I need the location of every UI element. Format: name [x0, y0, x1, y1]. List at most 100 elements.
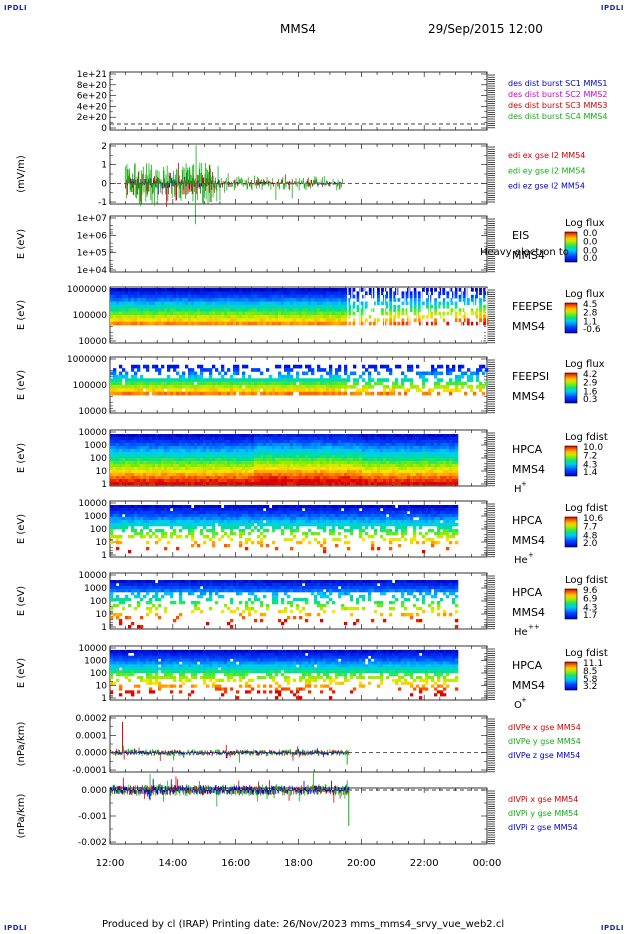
p6-cell — [137, 464, 141, 468]
p5-cell — [230, 385, 234, 389]
p4-cell — [203, 294, 207, 299]
p4-cell — [119, 294, 123, 299]
p4-cell — [137, 315, 141, 319]
p6-cell — [173, 446, 177, 450]
p4-cell — [272, 304, 276, 309]
p4-cell — [191, 298, 195, 302]
p4-cell — [128, 308, 132, 312]
p6-cell — [167, 458, 171, 462]
p6-cell — [374, 470, 378, 474]
p4-cell — [326, 288, 330, 292]
p6-cell — [377, 458, 381, 462]
p4-cell — [278, 308, 282, 312]
p5-cell — [215, 381, 219, 386]
p6-cell — [182, 464, 186, 468]
p4-cell — [284, 318, 288, 323]
p4-cell — [203, 288, 207, 292]
p4-cell — [260, 288, 264, 292]
p6-ytick-label: 100 — [90, 454, 107, 464]
p6-cell — [155, 458, 159, 462]
p6-cell — [383, 434, 387, 438]
p5-cell — [287, 368, 291, 372]
p6-cell — [176, 458, 180, 462]
p6-cell — [209, 455, 213, 459]
p6-cell — [161, 446, 165, 450]
p6-cell — [116, 452, 120, 456]
p5-cell — [425, 371, 429, 376]
p4-cell — [257, 301, 261, 306]
p4-cell — [389, 318, 393, 323]
p5-cell — [140, 391, 144, 396]
p5-cell — [446, 371, 450, 376]
p5-instrument-label: FEEPSI — [512, 370, 549, 383]
p4-cell — [176, 291, 180, 296]
p6-cell — [200, 470, 204, 474]
p4-gap — [363, 288, 365, 342]
p6-cell — [257, 464, 261, 468]
p6-cell — [218, 476, 222, 480]
p4-cell — [455, 318, 459, 323]
p4-cell — [401, 308, 405, 312]
p5-cell — [353, 385, 357, 389]
p6-cell — [293, 479, 297, 483]
p6-cell — [209, 476, 213, 480]
p4-cell — [455, 294, 459, 299]
p4-gap — [469, 288, 471, 342]
p6-cell — [158, 461, 162, 465]
p5-cell — [296, 364, 300, 369]
p6-cell — [299, 437, 303, 441]
p4-cell — [254, 315, 258, 319]
p4-cell — [179, 321, 183, 326]
p4-cell — [245, 288, 249, 292]
p6-cell — [371, 452, 375, 456]
p6-cell — [254, 479, 258, 483]
p5-cell — [263, 378, 267, 382]
p6-cell — [215, 443, 219, 447]
p5-cell — [110, 381, 114, 386]
p5-cell — [356, 381, 360, 386]
p4-cell — [299, 311, 303, 316]
p6-cell — [380, 458, 384, 462]
p6-cell — [284, 437, 288, 441]
p4-cell — [293, 288, 297, 292]
p5-cell — [296, 371, 300, 376]
p6-cell — [323, 467, 327, 471]
p4-cell — [308, 308, 312, 312]
p6-cell — [236, 461, 240, 465]
p4-gap — [359, 288, 361, 342]
p4-cell — [284, 288, 288, 292]
p6-cell — [143, 437, 147, 441]
p4-cell — [269, 315, 273, 319]
p6-cell — [155, 434, 159, 438]
p5-cell — [308, 388, 312, 393]
p6-cell — [362, 440, 366, 444]
p6-cell — [359, 467, 363, 471]
p6-cell — [218, 452, 222, 456]
p1-ytick-label: 0 — [101, 124, 107, 134]
p5-cell — [143, 391, 147, 396]
p5-cell — [446, 368, 450, 372]
p6-cell — [266, 470, 270, 474]
p6-cell — [308, 443, 312, 447]
p6-cell — [284, 473, 288, 477]
p5-cell — [194, 378, 198, 382]
p5-cell — [200, 388, 204, 393]
p6-cell — [377, 437, 381, 441]
p4-cell — [377, 291, 381, 296]
p5-cell — [242, 364, 246, 369]
p6-cell — [350, 446, 354, 450]
p6-cell — [374, 476, 378, 480]
p6-cell — [260, 452, 264, 456]
p4-cell — [251, 298, 255, 302]
p6-cell — [290, 464, 294, 468]
p5-cell — [308, 381, 312, 386]
p4-cell — [287, 301, 291, 306]
p6-cell — [170, 452, 174, 456]
p4-cell — [113, 304, 117, 309]
p6-cell — [155, 476, 159, 480]
p5-cell — [350, 371, 354, 376]
p4-cell — [299, 321, 303, 326]
p4-cell — [212, 315, 216, 319]
p6-cell — [329, 455, 333, 459]
p5-cell — [119, 385, 123, 389]
